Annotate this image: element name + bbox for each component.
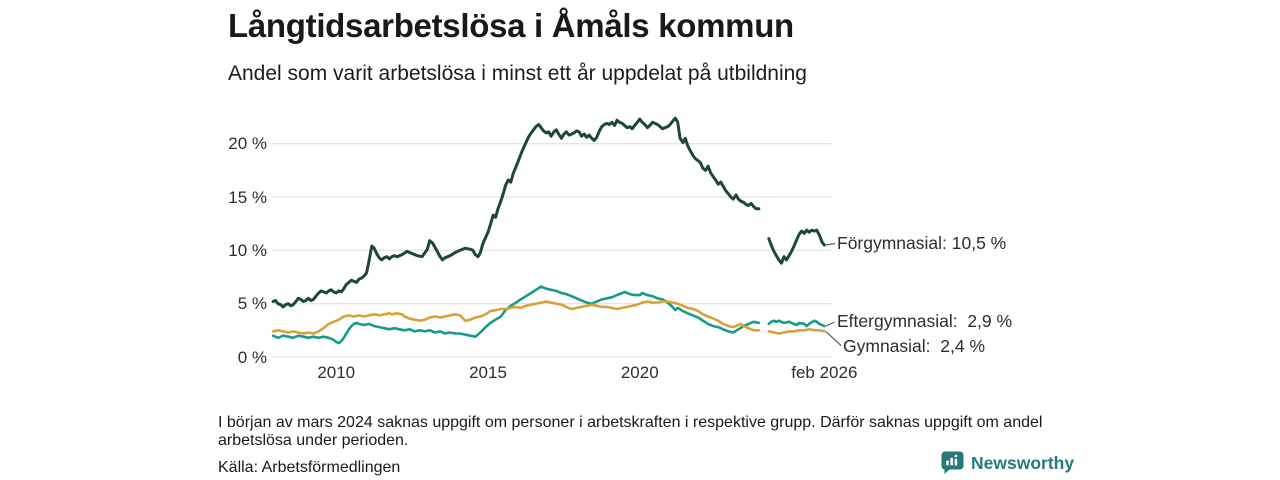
series-label-eftergymnasial: Eftergymnasial: 2,9 % (837, 311, 1013, 331)
newsworthy-icon (941, 451, 964, 474)
newsworthy-wordmark: Newsworthy (971, 453, 1075, 473)
leader-line-gymnasial (825, 330, 842, 346)
series-line-gymnasial (271, 300, 826, 335)
source-attribution: Källa: Arbetsförmedlingen (218, 459, 401, 476)
chart-title: Långtidsarbetslösa i Åmåls kommun (228, 7, 794, 44)
leader-line-eftergymnasial (825, 321, 835, 327)
x-axis-tick-label: feb 2026 (791, 363, 858, 382)
newsworthy-logo: Newsworthy (941, 451, 1074, 475)
y-axis-tick-label: 15 % (228, 187, 267, 207)
leader-line-forgymnasial (825, 242, 836, 246)
x-axis-tick-label: 2020 (620, 363, 659, 382)
series-label-forgymnasial: Förgymnasial: 10,5 % (837, 233, 1007, 253)
series-line-forgymnasial (271, 116, 826, 309)
x-axis-tick-label: 2015 (469, 363, 507, 382)
chart-subtitle: Andel som varit arbetslösa i minst ett å… (228, 62, 807, 85)
series-label-gymnasial: Gymnasial: 2,4 % (843, 336, 985, 356)
y-axis-tick-label: 10 % (228, 240, 267, 260)
y-axis-tick-label: 0 % (237, 347, 267, 367)
y-axis-tick-label: 5 % (237, 294, 267, 314)
footnote: I början av mars 2024 saknas uppgift om … (218, 414, 1043, 449)
x-axis-tick-label: 2010 (317, 363, 356, 382)
y-axis-tick-label: 20 % (228, 134, 267, 154)
